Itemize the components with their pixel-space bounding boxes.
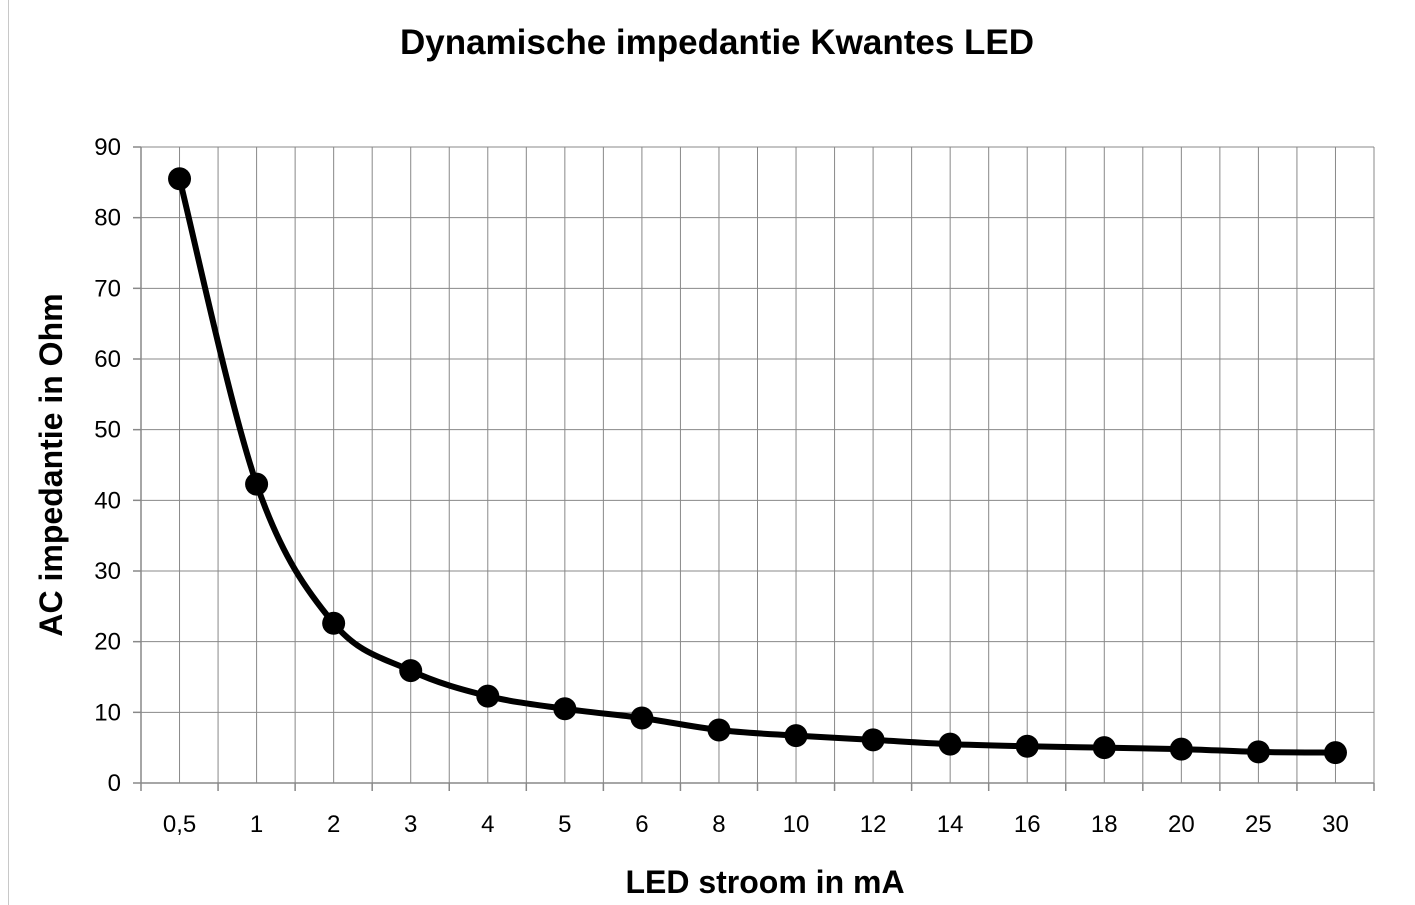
- y-axis-title: AC impedantie in Ohm: [33, 293, 69, 636]
- x-tick-label: 0,5: [163, 811, 196, 838]
- x-tick-label: 16: [1014, 811, 1041, 838]
- y-tick-label: 30: [94, 558, 121, 585]
- chart-frame: [8, 0, 1415, 905]
- x-tick-labels: 0,5 1 2 3 4 5 6 8 10 12 14 16 18 20 25 30: [163, 811, 1349, 838]
- x-tick-label: 14: [937, 811, 964, 838]
- data-point: [168, 167, 192, 191]
- data-point: [1323, 741, 1347, 765]
- x-tick-label: 5: [558, 811, 571, 838]
- x-tick-label: 3: [404, 811, 417, 838]
- data-point: [553, 697, 577, 721]
- data-point: [399, 659, 423, 683]
- axes: [133, 146, 1375, 791]
- x-tick-label: 2: [327, 811, 340, 838]
- x-axis-title: LED stroom in mA: [625, 864, 904, 900]
- x-tick-label: 18: [1091, 811, 1118, 838]
- data-point: [938, 732, 962, 756]
- y-tick-label: 80: [94, 205, 121, 232]
- data-point: [630, 706, 654, 730]
- y-tick-label: 0: [108, 770, 121, 797]
- y-tick-label: 20: [94, 629, 121, 656]
- x-tick-label: 6: [635, 811, 648, 838]
- data-point: [1092, 736, 1116, 760]
- data-point: [784, 724, 808, 748]
- x-tick-label: 20: [1168, 811, 1195, 838]
- x-tick-label: 30: [1322, 811, 1349, 838]
- x-tick-label: 1: [250, 811, 263, 838]
- data-point: [1246, 740, 1270, 764]
- data-point: [1169, 737, 1193, 761]
- x-tick-label: 12: [860, 811, 887, 838]
- y-tick-label: 50: [94, 417, 121, 444]
- y-tick-labels: 0 10 20 30 40 50 60 70 80 90: [94, 134, 121, 797]
- x-tick-label: 25: [1245, 811, 1272, 838]
- y-tick-label: 70: [94, 275, 121, 302]
- chart-title: Dynamische impedantie Kwantes LED: [400, 23, 1034, 62]
- data-point: [322, 611, 346, 635]
- x-tick-label: 4: [481, 811, 494, 838]
- y-tick-label: 60: [94, 346, 121, 373]
- data-point: [1015, 734, 1039, 758]
- x-tick-label: 10: [783, 811, 810, 838]
- x-tick-label: 8: [712, 811, 725, 838]
- grid: [141, 146, 1375, 783]
- data-points: [168, 167, 1347, 765]
- data-point: [245, 472, 269, 496]
- y-tick-label: 10: [94, 699, 121, 726]
- y-tick-label: 90: [94, 134, 121, 161]
- data-point: [476, 684, 500, 708]
- data-point: [861, 728, 885, 752]
- y-tick-label: 40: [94, 487, 121, 514]
- data-point: [707, 718, 731, 742]
